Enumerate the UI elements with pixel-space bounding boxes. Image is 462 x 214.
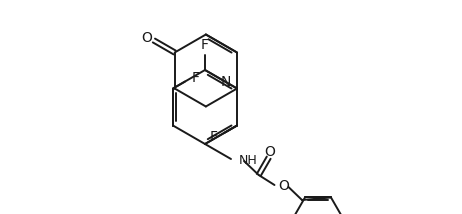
Text: NH: NH [239,155,258,168]
Text: F: F [210,129,218,144]
Text: F: F [191,70,199,85]
Text: O: O [264,145,275,159]
Text: N: N [221,75,231,89]
Text: F: F [201,38,209,52]
Text: O: O [141,31,152,45]
Text: O: O [278,179,289,193]
